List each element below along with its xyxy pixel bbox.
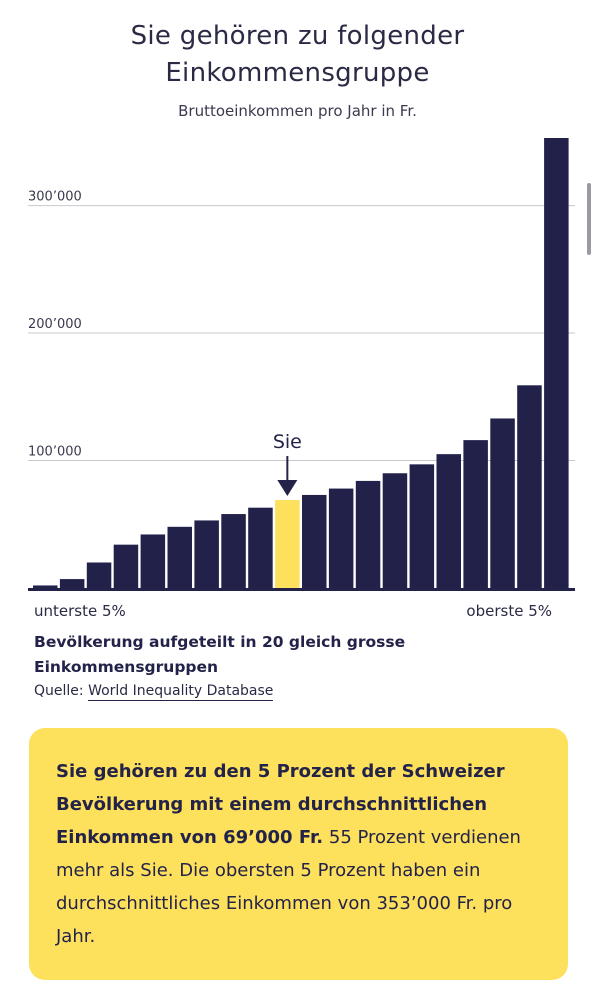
- x-end-label: oberste 5%: [466, 602, 552, 620]
- scrollbar[interactable]: [587, 183, 591, 255]
- annotation-layer: Sie: [273, 431, 302, 497]
- highlight-label: Sie: [273, 431, 302, 453]
- y-tick-label: 100’000: [28, 445, 82, 460]
- bar: [33, 585, 58, 588]
- bar: [355, 480, 381, 588]
- bar: [86, 562, 112, 588]
- bar: [194, 520, 219, 588]
- chart-caption: Bevölkerung aufgeteilt in 20 gleich gros…: [34, 630, 454, 680]
- info-text: 55 Prozent verdienen mehr als Sie. Die o…: [56, 827, 521, 947]
- bar-highlighted: [275, 500, 300, 588]
- caption-line2: Einkommensgruppen: [34, 658, 219, 676]
- bar: [463, 440, 488, 588]
- bar: [517, 385, 542, 588]
- income-bar-chart: 100’000 200’000 300’000 Sie: [28, 138, 575, 591]
- bar: [167, 526, 192, 588]
- source-line: Quelle: World Inequality Database: [34, 683, 274, 701]
- bar-layer: [33, 138, 569, 588]
- bar: [382, 473, 408, 588]
- source-link[interactable]: World Inequality Database: [88, 683, 274, 701]
- bar: [113, 544, 139, 588]
- y-tick-label: 200’000: [28, 317, 82, 332]
- chart-title-line1: Sie gehören zu folgender: [130, 21, 465, 51]
- bar: [221, 514, 246, 588]
- bar: [302, 494, 327, 588]
- x-start-label: unterste 5%: [34, 602, 126, 620]
- grid-layer: 100’000 200’000 300’000: [28, 190, 575, 462]
- bar: [248, 507, 273, 588]
- bar: [409, 464, 435, 588]
- chart-title-line2: Einkommensgruppe: [165, 58, 430, 88]
- bar: [59, 579, 85, 588]
- source-label: Quelle:: [34, 683, 89, 699]
- bar: [490, 418, 515, 588]
- caption-line1: Bevölkerung aufgeteilt in 20 gleich gros…: [34, 633, 406, 651]
- bar: [436, 454, 461, 588]
- bar: [544, 138, 569, 588]
- info-bold-text: Sie gehören zu den 5 Prozent der Schweiz…: [56, 761, 505, 848]
- result-info-box: Sie gehören zu den 5 Prozent der Schweiz…: [29, 728, 568, 980]
- bar: [140, 534, 166, 588]
- y-tick-label: 300’000: [28, 190, 82, 205]
- bar: [328, 488, 354, 588]
- down-arrow-icon: [277, 456, 298, 497]
- chart-subtitle: Bruttoeinkommen pro Jahr in Fr.: [178, 102, 417, 120]
- chart-title: Sie gehören zu folgender Einkommensgrupp…: [0, 18, 595, 92]
